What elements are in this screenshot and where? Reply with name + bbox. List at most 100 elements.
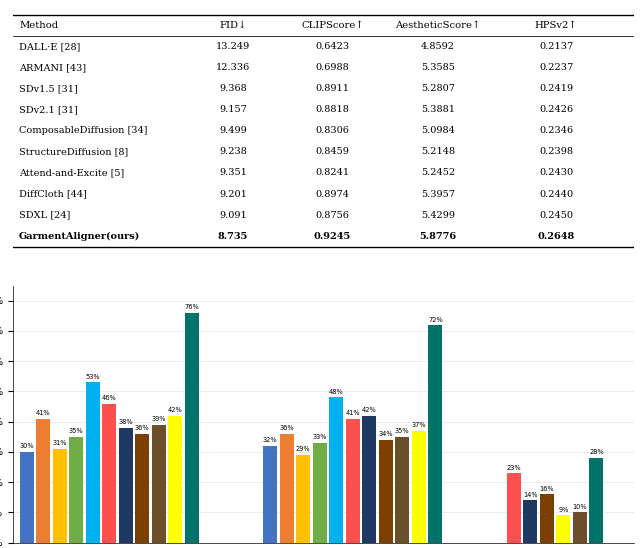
Bar — [524, 500, 538, 543]
Bar — [118, 427, 132, 543]
Bar — [20, 452, 33, 543]
Text: GarmentAligner(ours): GarmentAligner(ours) — [19, 232, 140, 241]
Text: 12.336: 12.336 — [216, 63, 250, 72]
Text: 31%: 31% — [52, 441, 67, 447]
Text: 36%: 36% — [280, 425, 294, 431]
Text: 9.157: 9.157 — [220, 105, 247, 114]
Text: 10%: 10% — [573, 504, 588, 510]
Bar — [263, 446, 277, 543]
Bar — [168, 415, 182, 543]
Text: 5.3957: 5.3957 — [421, 190, 455, 198]
Text: ARMANI [43]: ARMANI [43] — [19, 63, 86, 72]
Text: 32%: 32% — [263, 437, 278, 443]
Text: Method: Method — [19, 21, 58, 30]
Text: 42%: 42% — [362, 407, 377, 413]
Text: 0.2430: 0.2430 — [539, 168, 573, 178]
Text: 9.351: 9.351 — [220, 168, 247, 178]
Text: DiffCloth [44]: DiffCloth [44] — [19, 190, 87, 198]
Text: 8.735: 8.735 — [218, 232, 248, 241]
Text: 5.3585: 5.3585 — [421, 63, 455, 72]
Text: 23%: 23% — [506, 465, 521, 471]
Text: 0.2346: 0.2346 — [539, 126, 573, 135]
Text: 13.249: 13.249 — [216, 42, 250, 51]
Bar — [556, 515, 570, 543]
Text: 0.8911: 0.8911 — [316, 84, 349, 93]
Text: 9%: 9% — [558, 507, 568, 513]
Text: 9.091: 9.091 — [220, 210, 247, 220]
Text: 9.368: 9.368 — [220, 84, 247, 93]
Text: 0.2648: 0.2648 — [538, 232, 575, 241]
Text: 0.2440: 0.2440 — [539, 190, 573, 198]
Text: 5.4299: 5.4299 — [421, 210, 455, 220]
Text: 35%: 35% — [69, 429, 83, 435]
Text: 42%: 42% — [168, 407, 182, 413]
Text: 5.3881: 5.3881 — [421, 105, 455, 114]
Text: 0.8974: 0.8974 — [316, 190, 349, 198]
Text: 0.9245: 0.9245 — [314, 232, 351, 241]
Text: 38%: 38% — [118, 419, 133, 425]
Bar — [313, 443, 327, 543]
Bar — [69, 437, 83, 543]
Bar — [36, 419, 50, 543]
Text: CLIPScore↑: CLIPScore↑ — [301, 21, 364, 30]
Bar — [185, 313, 199, 543]
Text: HPSv2↑: HPSv2↑ — [534, 21, 577, 30]
Text: 48%: 48% — [329, 389, 344, 395]
Bar — [296, 455, 310, 543]
Text: 0.8818: 0.8818 — [316, 105, 349, 114]
Text: 5.2807: 5.2807 — [421, 84, 455, 93]
Text: 0.2426: 0.2426 — [539, 105, 573, 114]
Bar — [428, 325, 442, 543]
Bar — [346, 419, 360, 543]
Text: 0.2398: 0.2398 — [539, 147, 573, 156]
Text: 0.2137: 0.2137 — [539, 42, 573, 51]
Text: 41%: 41% — [346, 410, 360, 416]
Text: Attend-and-Excite [5]: Attend-and-Excite [5] — [19, 168, 124, 178]
Bar — [589, 458, 604, 543]
Text: SDXL [24]: SDXL [24] — [19, 210, 70, 220]
Bar — [412, 431, 426, 543]
Bar — [396, 437, 410, 543]
Bar — [379, 440, 393, 543]
Text: 33%: 33% — [312, 435, 327, 441]
Text: 37%: 37% — [412, 423, 426, 429]
Text: 0.8756: 0.8756 — [316, 210, 349, 220]
Bar — [507, 473, 521, 543]
Bar — [86, 383, 100, 543]
Text: 9.499: 9.499 — [220, 126, 247, 135]
Text: 0.8459: 0.8459 — [316, 147, 349, 156]
Bar — [362, 415, 376, 543]
Text: 76%: 76% — [184, 305, 199, 311]
Text: 0.2450: 0.2450 — [539, 210, 573, 220]
Text: 5.2452: 5.2452 — [421, 168, 455, 178]
Text: 41%: 41% — [36, 410, 51, 416]
Text: 29%: 29% — [296, 447, 310, 453]
Text: 4.8592: 4.8592 — [421, 42, 455, 51]
Text: 0.8306: 0.8306 — [316, 126, 349, 135]
Text: ComposableDiffusion [34]: ComposableDiffusion [34] — [19, 126, 147, 135]
Bar — [540, 494, 554, 543]
Text: 0.2237: 0.2237 — [539, 63, 573, 72]
Text: StructureDiffusion [8]: StructureDiffusion [8] — [19, 147, 128, 156]
Bar — [52, 449, 67, 543]
Text: 5.0984: 5.0984 — [421, 126, 455, 135]
Text: SDv2.1 [31]: SDv2.1 [31] — [19, 105, 78, 114]
Text: AestheticScore↑: AestheticScore↑ — [396, 21, 481, 30]
Bar — [280, 433, 294, 543]
Text: 9.201: 9.201 — [220, 190, 247, 198]
Text: 0.8241: 0.8241 — [316, 168, 349, 178]
Text: 0.2419: 0.2419 — [539, 84, 573, 93]
Text: 30%: 30% — [19, 443, 34, 449]
Text: 9.238: 9.238 — [220, 147, 247, 156]
Text: 5.2148: 5.2148 — [421, 147, 455, 156]
Text: FID↓: FID↓ — [220, 21, 247, 30]
Text: SDv1.5 [31]: SDv1.5 [31] — [19, 84, 77, 93]
Bar — [329, 397, 343, 543]
Text: 36%: 36% — [135, 425, 150, 431]
Bar — [135, 433, 149, 543]
Text: 14%: 14% — [523, 492, 538, 498]
Text: 53%: 53% — [85, 374, 100, 380]
Text: 39%: 39% — [152, 416, 166, 423]
Bar — [152, 425, 166, 543]
Text: 46%: 46% — [102, 395, 116, 401]
